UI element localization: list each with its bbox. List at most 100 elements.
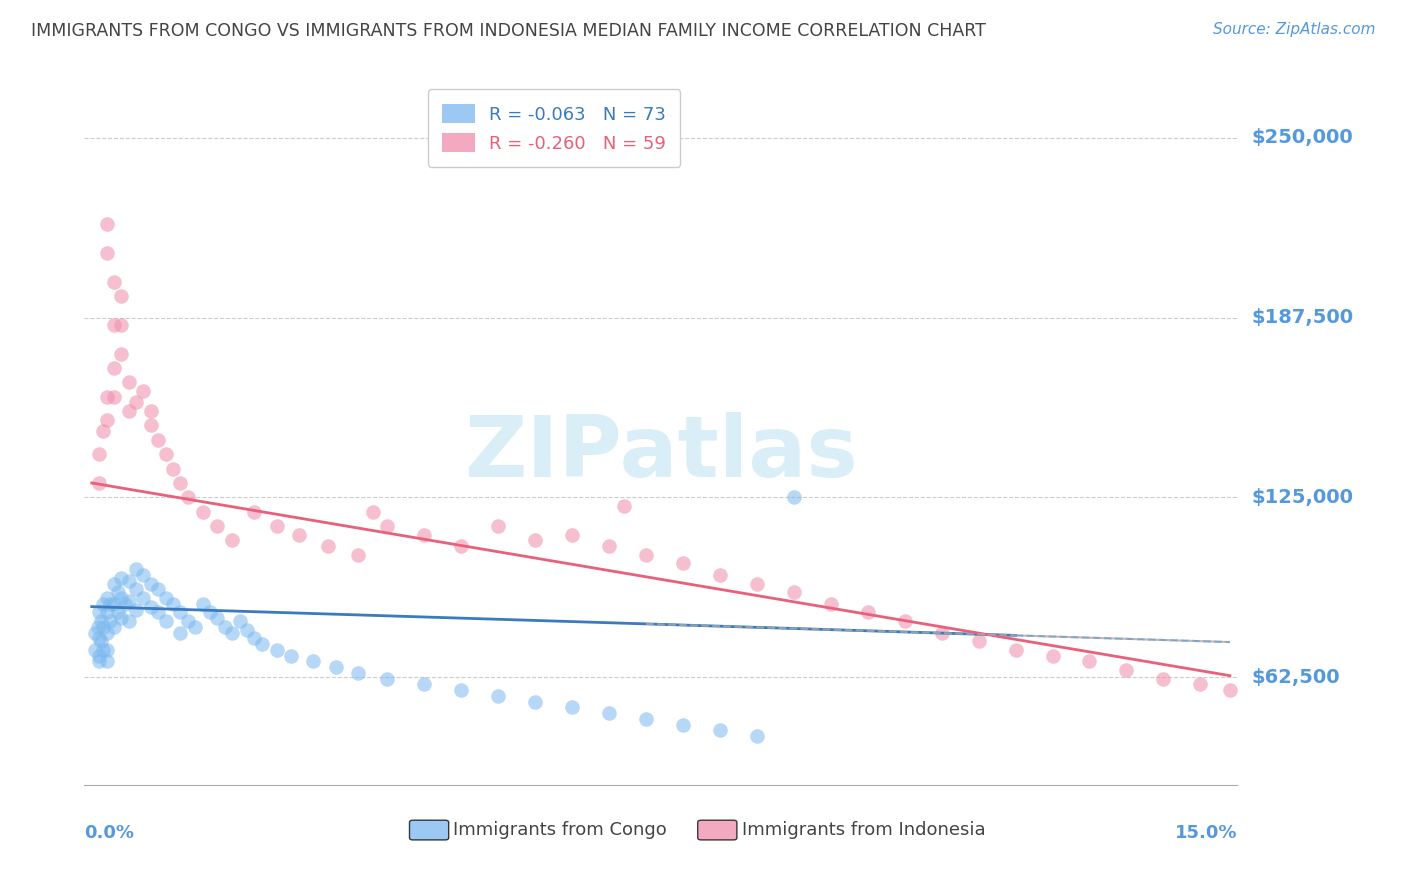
Point: [118, 594, 141, 608]
Point: [96, 625, 118, 640]
Point: [103, 576, 125, 591]
Point: [613, 499, 636, 513]
Point: [103, 620, 125, 634]
Point: [84, 625, 107, 640]
Point: [598, 706, 620, 720]
Point: [1189, 677, 1212, 691]
Point: [103, 360, 125, 375]
Point: [266, 642, 288, 657]
Point: [162, 597, 184, 611]
Point: [177, 491, 200, 505]
Point: [783, 585, 806, 599]
Point: [110, 591, 132, 605]
Text: $250,000: $250,000: [1251, 128, 1353, 147]
Point: [91, 620, 114, 634]
Point: [783, 491, 806, 505]
Point: [184, 620, 207, 634]
Point: [207, 519, 229, 533]
Text: $187,500: $187,500: [1251, 308, 1354, 327]
Point: [103, 275, 125, 289]
Point: [228, 614, 250, 628]
Point: [96, 591, 118, 605]
Text: Immigrants from Congo: Immigrants from Congo: [453, 821, 666, 839]
Point: [89, 648, 111, 663]
Point: [287, 527, 309, 541]
Point: [107, 585, 129, 599]
Point: [893, 614, 915, 628]
Point: [90, 634, 112, 648]
Point: [450, 539, 472, 553]
Point: [561, 700, 583, 714]
Point: [346, 665, 368, 680]
Point: [221, 533, 243, 548]
Point: [118, 404, 141, 418]
Point: [361, 505, 384, 519]
Point: [98, 597, 121, 611]
Point: [89, 632, 111, 646]
Point: [89, 654, 111, 668]
Point: [207, 611, 229, 625]
Point: [1004, 642, 1026, 657]
Point: [486, 519, 509, 533]
Text: Source: ZipAtlas.com: Source: ZipAtlas.com: [1212, 22, 1375, 37]
Point: [118, 376, 141, 390]
Point: [856, 606, 879, 620]
Point: [96, 642, 118, 657]
Point: [634, 712, 657, 726]
Point: [148, 582, 170, 597]
Point: [107, 606, 129, 620]
Point: [1219, 683, 1241, 698]
Point: [672, 717, 695, 731]
Point: [148, 606, 170, 620]
Point: [280, 648, 302, 663]
Point: [139, 404, 162, 418]
Point: [191, 597, 214, 611]
Point: [931, 625, 953, 640]
Point: [221, 625, 243, 640]
Point: [745, 729, 768, 743]
Point: [110, 571, 132, 585]
Point: [709, 723, 731, 738]
Point: [132, 568, 155, 582]
Point: [524, 694, 547, 708]
Point: [89, 606, 111, 620]
Point: [243, 632, 266, 646]
Point: [155, 447, 177, 461]
Point: [634, 548, 657, 562]
Point: [96, 245, 118, 260]
Point: [84, 642, 107, 657]
Text: IMMIGRANTS FROM CONGO VS IMMIGRANTS FROM INDONESIA MEDIAN FAMILY INCOME CORRELAT: IMMIGRANTS FROM CONGO VS IMMIGRANTS FROM…: [31, 22, 986, 40]
Point: [139, 599, 162, 614]
Point: [169, 475, 191, 490]
Point: [125, 582, 148, 597]
Point: [316, 539, 339, 553]
Point: [91, 424, 114, 438]
Point: [89, 475, 111, 490]
Point: [524, 533, 547, 548]
Point: [672, 557, 695, 571]
Point: [177, 614, 200, 628]
Point: [413, 677, 436, 691]
Point: [820, 597, 842, 611]
FancyBboxPatch shape: [409, 821, 449, 840]
Point: [110, 611, 132, 625]
Point: [118, 614, 141, 628]
Point: [266, 519, 288, 533]
Point: [91, 597, 114, 611]
FancyBboxPatch shape: [697, 821, 737, 840]
Point: [139, 418, 162, 433]
Point: [745, 576, 768, 591]
Point: [103, 318, 125, 332]
Point: [1078, 654, 1101, 668]
Text: 0.0%: 0.0%: [84, 823, 135, 842]
Point: [377, 519, 399, 533]
Point: [90, 614, 112, 628]
Point: [148, 433, 170, 447]
Point: [110, 318, 132, 332]
Point: [110, 346, 132, 360]
Point: [96, 217, 118, 231]
Point: [162, 461, 184, 475]
Point: [110, 289, 132, 303]
Point: [486, 689, 509, 703]
Point: [243, 505, 266, 519]
